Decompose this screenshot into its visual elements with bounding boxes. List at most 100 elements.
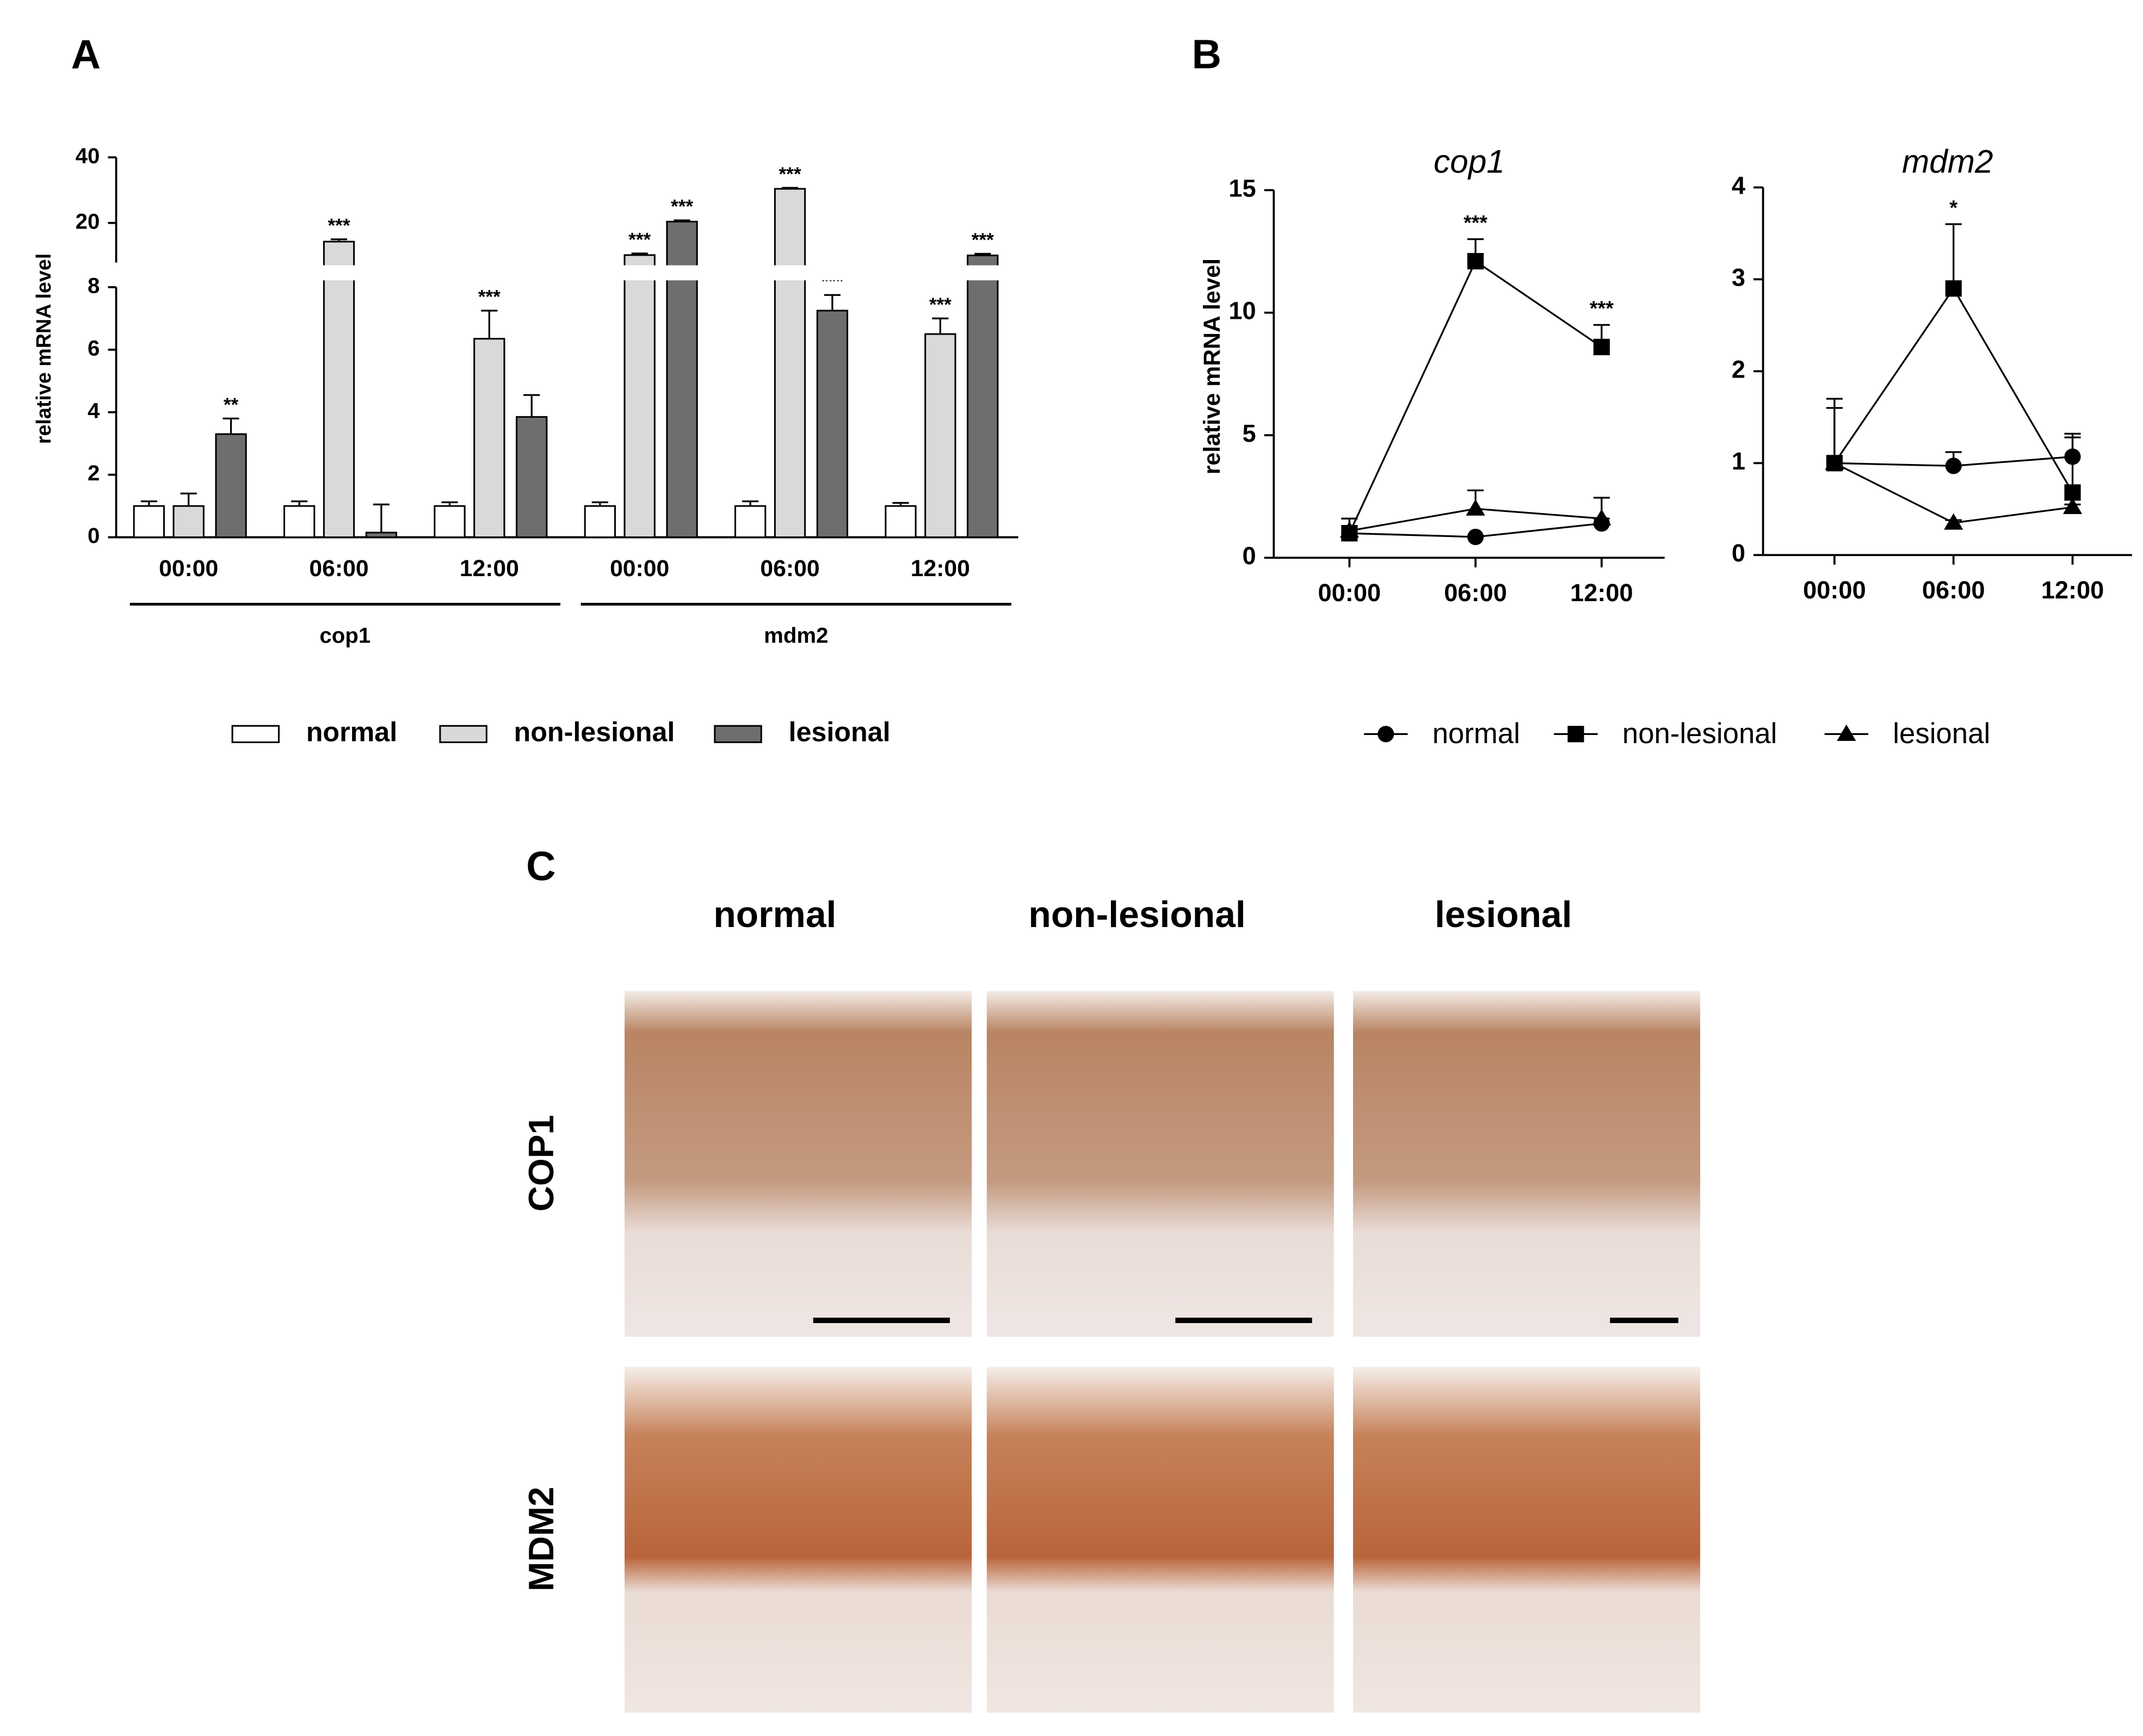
y-tick-label: 5 [1242, 419, 1256, 447]
y-tick-label: 4 [88, 398, 100, 423]
bar [623, 254, 656, 539]
marker [1339, 521, 1359, 538]
x-tick-label: 00:00 [159, 555, 218, 582]
bar [323, 240, 355, 539]
marker [1592, 509, 1611, 526]
significance: ** [224, 394, 239, 416]
significance: * [1949, 196, 1957, 219]
y-tick-label: 6 [88, 336, 100, 360]
y-axis-label: relative mRNA level [32, 254, 55, 444]
y-tick-label: 15 [1228, 174, 1256, 202]
y-tick-label: 0 [88, 523, 100, 548]
y-tick-label: 0 [1242, 542, 1256, 570]
x-tick-label: 12:00 [911, 555, 970, 582]
x-tick-label: 06:00 [1444, 579, 1507, 607]
bar [885, 505, 917, 539]
histology-image [986, 1367, 1334, 1713]
bar [434, 505, 466, 539]
significance: *** [1590, 297, 1614, 320]
legend-label: normal [1432, 718, 1520, 750]
bar [133, 505, 165, 539]
x-tick-label: 00:00 [1803, 576, 1866, 604]
marker [1466, 499, 1485, 516]
x-tick-label: 00:00 [610, 555, 669, 582]
y-tick-label: 3 [1732, 263, 1745, 291]
y-tick-label: 4 [1732, 171, 1745, 199]
panel-label: B [1192, 32, 1221, 77]
bar [734, 505, 767, 539]
bar [924, 333, 956, 539]
bar [473, 338, 505, 539]
group-label: mdm2 [764, 623, 828, 648]
significance: *** [779, 164, 801, 185]
axis-break [105, 265, 1024, 281]
histology-image [986, 991, 1334, 1337]
column-header: normal [713, 894, 836, 935]
histology-image [1353, 1367, 1701, 1713]
y-tick-label: 20 [76, 209, 100, 233]
marker [1837, 724, 1856, 741]
bar [774, 188, 806, 539]
x-tick-label: 12:00 [2041, 576, 2104, 604]
panel-label: A [71, 32, 101, 77]
significance: *** [478, 287, 501, 308]
legend-label: normal [306, 717, 397, 747]
histology-image [625, 1367, 972, 1713]
bar [967, 254, 999, 539]
legend-label: lesional [1893, 718, 1990, 750]
bar [516, 416, 548, 539]
histology-image [625, 991, 972, 1337]
bar [172, 505, 205, 539]
legend-label: non-lesional [514, 717, 675, 747]
bar [215, 433, 247, 539]
y-tick-label: 8 [88, 273, 100, 298]
marker [1467, 528, 1484, 546]
y-tick-label: 2 [1732, 355, 1745, 383]
marker [1945, 458, 1962, 474]
chart-title: cop1 [1434, 143, 1505, 180]
marker [1567, 726, 1584, 743]
legend-label: lesional [788, 717, 890, 747]
column-header: lesional [1435, 894, 1572, 935]
group-label: cop1 [319, 623, 370, 648]
significance: *** [972, 230, 994, 251]
x-tick-label: 06:00 [760, 555, 819, 582]
legend-swatch [231, 725, 280, 743]
bar [283, 505, 316, 539]
marker [1825, 453, 1844, 470]
y-tick-label: 0 [1732, 539, 1745, 567]
x-tick-label: 12:00 [1570, 579, 1633, 607]
x-tick-label: 06:00 [309, 555, 368, 582]
significance: *** [929, 294, 952, 316]
marker [1378, 726, 1394, 743]
marker [1467, 253, 1484, 270]
column-header: non-lesional [1028, 894, 1245, 935]
y-axis-label: relative mRNA level [1199, 258, 1225, 474]
y-tick-label: 10 [1228, 297, 1256, 325]
panel-label: C [526, 843, 555, 889]
marker [1593, 338, 1610, 355]
significance: *** [1463, 211, 1487, 234]
row-label: MDM2 [521, 1487, 561, 1591]
row-label: COP1 [521, 1115, 561, 1212]
legend-swatch [714, 725, 762, 743]
bar [365, 532, 398, 539]
y-tick-label: 1 [1732, 447, 1745, 475]
marker [1944, 513, 1963, 530]
x-tick-label: 00:00 [1318, 579, 1381, 607]
significance: *** [671, 196, 693, 218]
legend-label: non-lesional [1622, 718, 1777, 750]
bar [584, 505, 616, 539]
y-tick-label: 2 [88, 461, 100, 485]
x-tick-label: 12:00 [460, 555, 519, 582]
y-tick-label: 40 [76, 144, 100, 168]
significance: *** [628, 230, 651, 251]
marker [2062, 497, 2083, 514]
bar [816, 310, 849, 539]
histology-image [1353, 991, 1701, 1337]
x-tick-label: 06:00 [1922, 576, 1985, 604]
chart-title: mdm2 [1902, 143, 1993, 180]
legend-swatch [439, 725, 487, 743]
marker [1945, 280, 1962, 297]
